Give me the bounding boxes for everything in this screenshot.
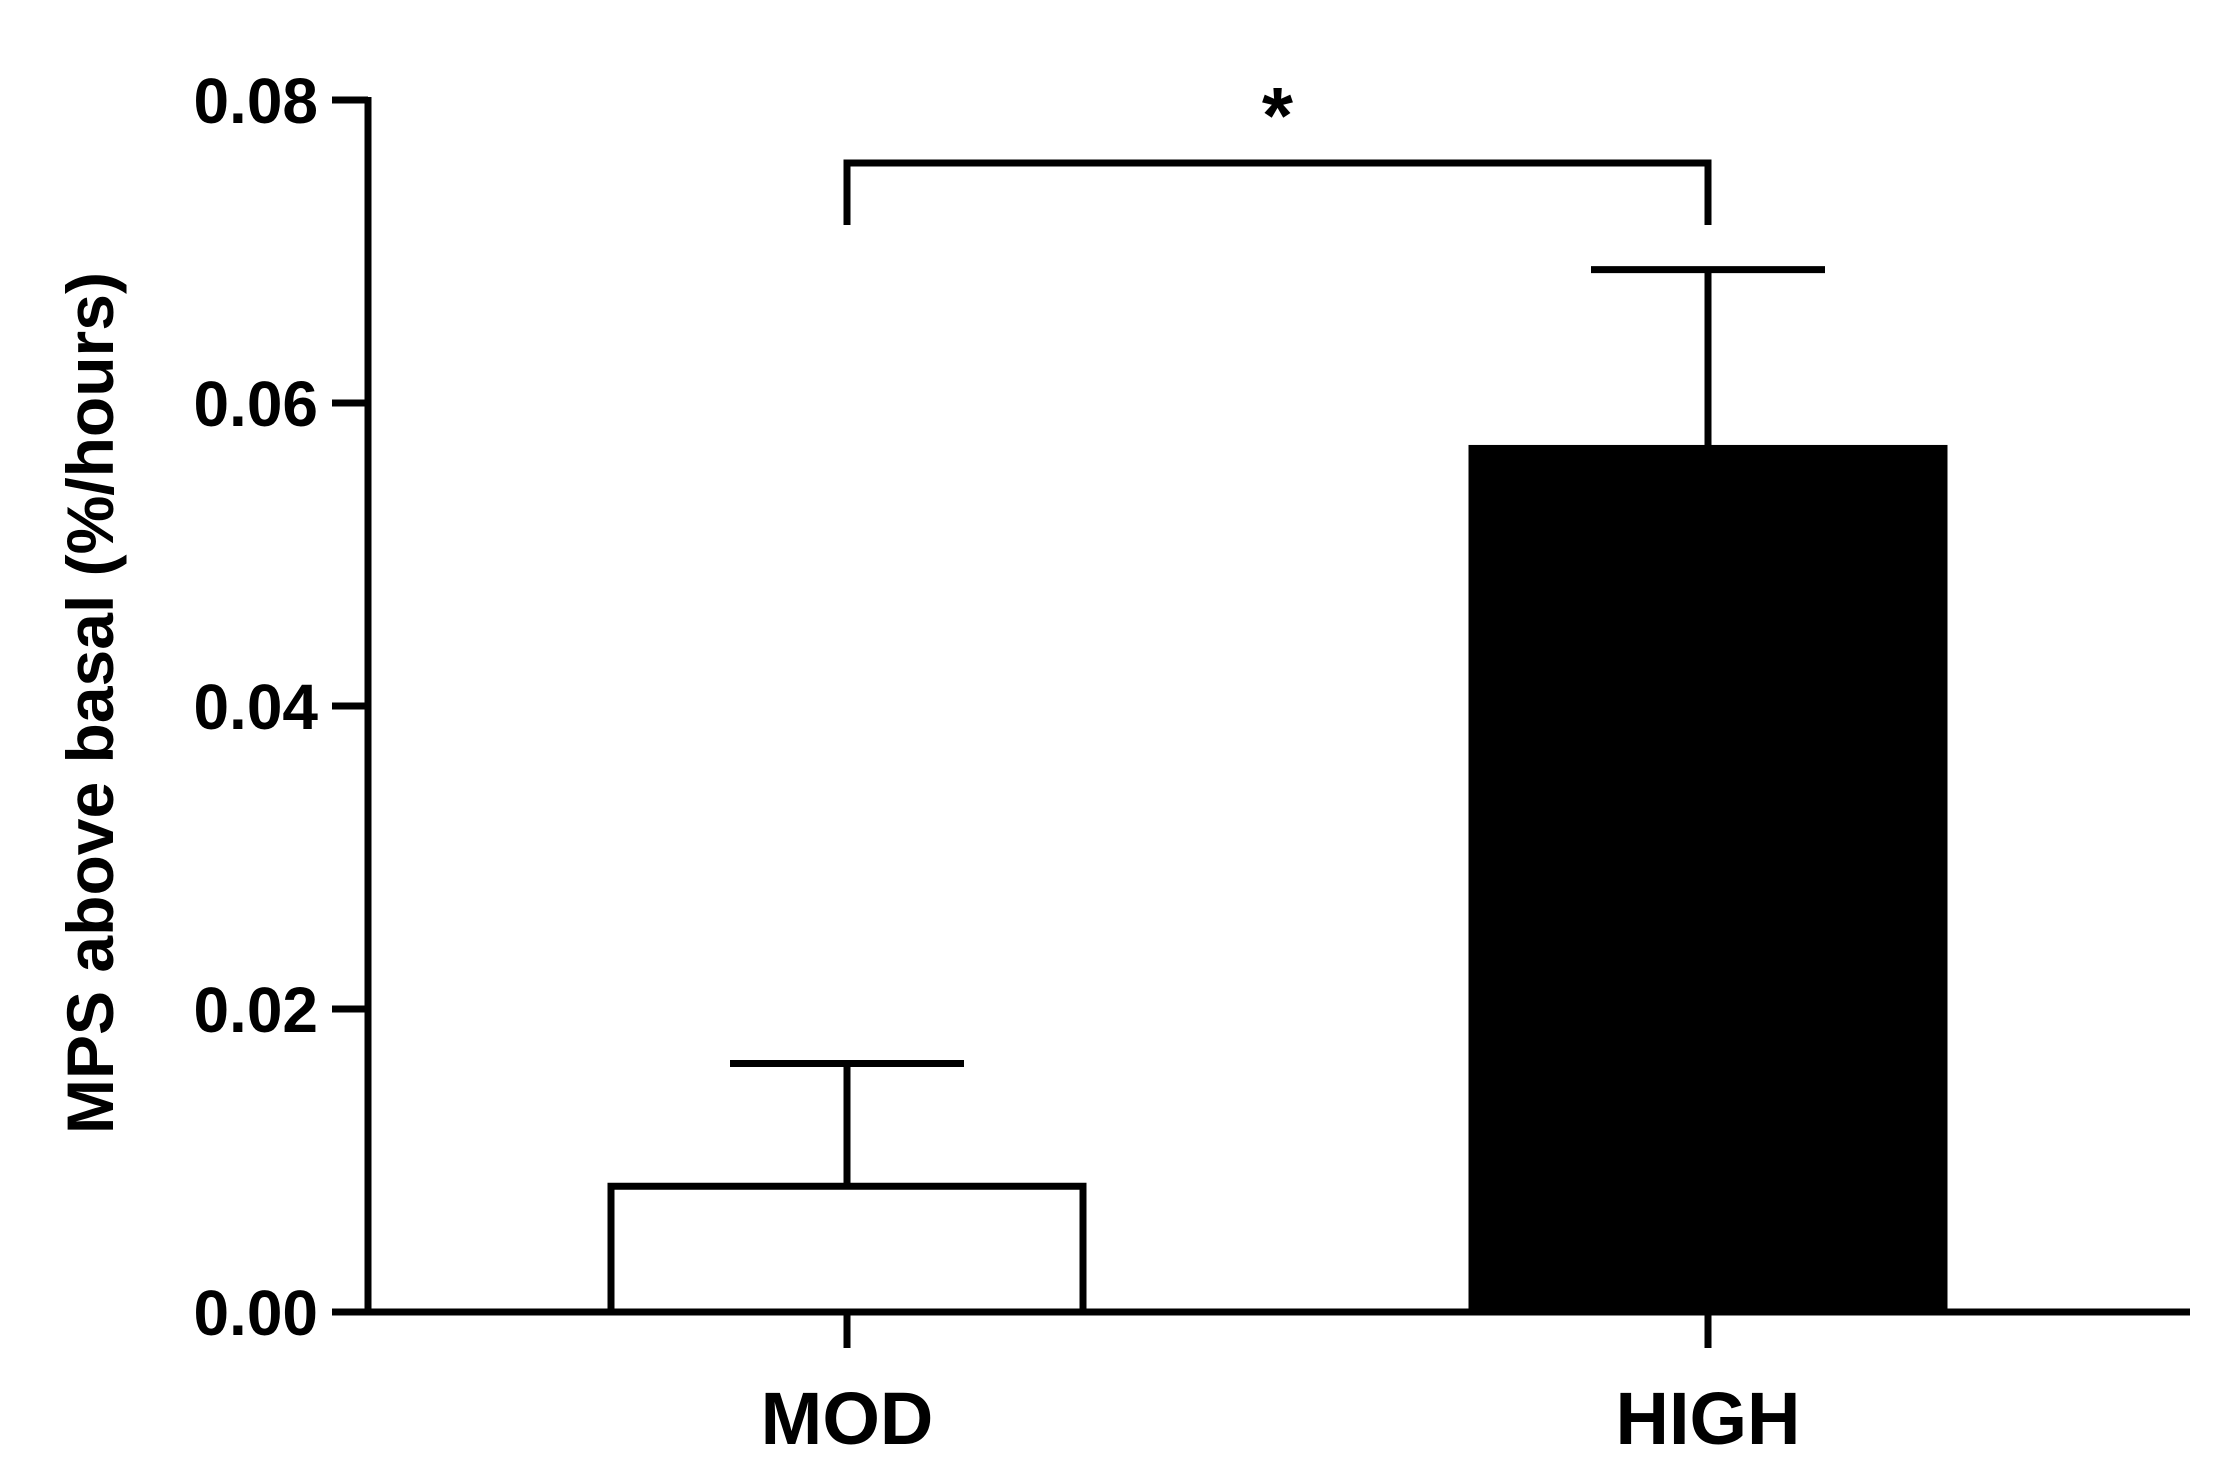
bar-mod [607,1182,1087,1316]
y-tick-label: 0.02 [193,974,318,1046]
y-tick-label: 0.08 [193,65,318,137]
bar-high [1468,444,1948,1316]
x-tick-label: MOD [761,1377,934,1460]
x-tick-label: HIGH [1616,1377,1801,1460]
y-tick-label: 0.04 [193,671,318,743]
y-tick-label: 0.00 [193,1277,318,1349]
significance-marker: * [1262,71,1294,160]
y-tick-label: 0.06 [193,368,318,440]
y-axis-title: MPS above basal (%/hours) [53,272,127,1134]
plot-area: 0.00 0.02 0.04 0.06 0.08 MOD HIGH * [193,65,2190,1460]
significance-bracket [843,159,1712,225]
